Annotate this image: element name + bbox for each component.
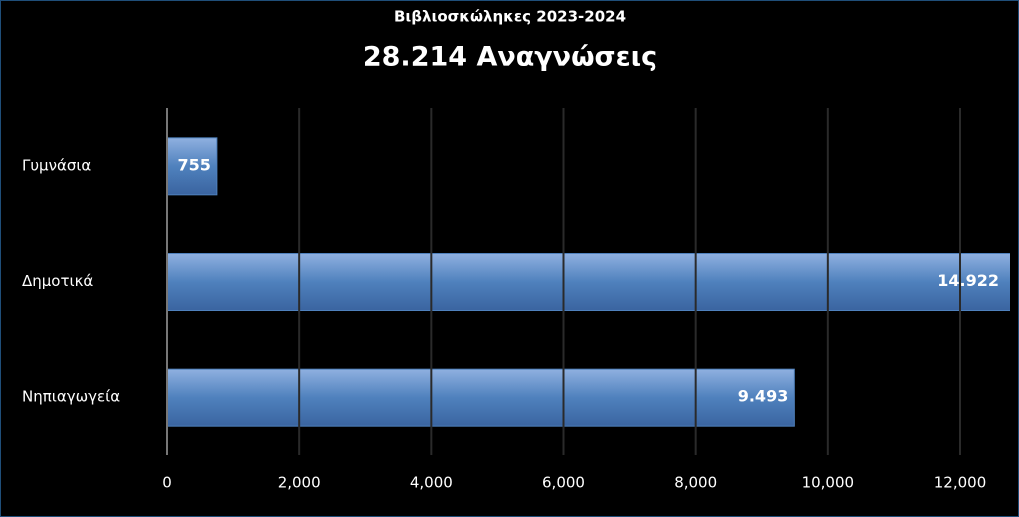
chart-subtitle: 28.214 Αναγνώσεις xyxy=(363,42,657,73)
x-tick-label: 8,000 xyxy=(674,474,717,492)
bar xyxy=(166,368,795,427)
x-tick-label: 4,000 xyxy=(410,474,453,492)
x-tick-label: 2,000 xyxy=(278,474,321,492)
bar xyxy=(166,253,1010,311)
chart-title: Βιβλιοσκώληκες 2023-2024 xyxy=(394,8,626,26)
bar xyxy=(166,137,218,196)
y-tick-label: Δημοτικά xyxy=(22,272,93,290)
y-tick-label: Νηπιαγωγεία xyxy=(22,388,120,406)
x-tick-label: 12,000 xyxy=(934,474,987,492)
y-tick-label: Γυμνάσια xyxy=(22,156,91,174)
value-label: 755 xyxy=(177,155,210,174)
value-label: 9.493 xyxy=(738,387,789,406)
x-tick-label: 0 xyxy=(162,474,172,492)
value-label: 14.922 xyxy=(937,271,999,290)
x-tick-label: 6,000 xyxy=(542,474,585,492)
x-tick-label: 10,000 xyxy=(802,474,855,492)
